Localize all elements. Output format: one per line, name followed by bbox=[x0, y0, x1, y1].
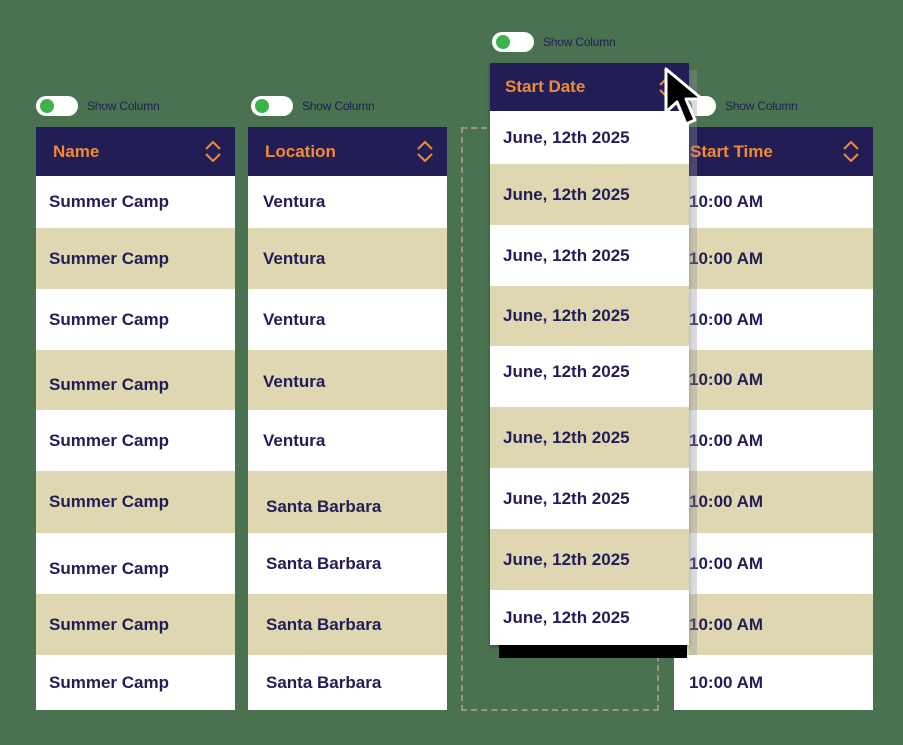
table-cell: Summer Camp bbox=[36, 655, 235, 710]
table-cell: Ventura bbox=[248, 410, 447, 471]
toggle-knob bbox=[496, 35, 510, 49]
table-cell: Summer Camp bbox=[36, 533, 235, 594]
column-title: Location bbox=[265, 141, 336, 161]
table-cell: Ventura bbox=[248, 289, 447, 350]
table-cell: Santa Barbara bbox=[248, 533, 447, 594]
toggle-show-start-date: Show Column bbox=[492, 32, 616, 52]
table-cell: June, 12th 2025 bbox=[490, 164, 689, 225]
table-cell: Summer Camp bbox=[36, 350, 235, 410]
table-cell: Santa Barbara bbox=[248, 471, 447, 533]
sort-up-down-icon[interactable] bbox=[205, 141, 221, 162]
table-cell: 10:00 AM bbox=[674, 228, 873, 289]
table-cell: 10:00 AM bbox=[674, 410, 873, 471]
table-cell: 10:00 AM bbox=[674, 289, 873, 350]
table-cell: June, 12th 2025 bbox=[490, 590, 689, 645]
table-cell: June, 12th 2025 bbox=[490, 407, 689, 468]
sort-up-down-icon[interactable] bbox=[843, 141, 859, 162]
table-cell: 10:00 AM bbox=[674, 471, 873, 533]
table-cell: Summer Camp bbox=[36, 471, 235, 533]
table-cell: Ventura bbox=[248, 350, 447, 410]
table-cell: 10:00 AM bbox=[674, 594, 873, 655]
show-column-toggle-start-date[interactable] bbox=[492, 32, 534, 52]
show-column-toggle-location[interactable] bbox=[251, 96, 293, 116]
table-cell: June, 12th 2025 bbox=[490, 468, 689, 529]
column-location: Location Ventura Ventura Ventura Ventura… bbox=[248, 127, 447, 710]
column-name: Name Summer Camp Summer Camp Summer Camp… bbox=[36, 127, 235, 710]
toggle-show-location: Show Column bbox=[251, 96, 375, 116]
table-cell: Summer Camp bbox=[36, 176, 235, 228]
drag-shadow-overlay bbox=[689, 70, 697, 655]
table-cell: 10:00 AM bbox=[674, 655, 873, 710]
drag-shadow bbox=[499, 645, 687, 658]
column-start-time: Start Time 10:00 AM 10:00 AM 10:00 AM 10… bbox=[674, 127, 873, 710]
table-cell: 10:00 AM bbox=[674, 350, 873, 410]
column-title: Start Date bbox=[505, 77, 586, 96]
column-start-date-dragging[interactable]: Start Date June, 12th 2025 June, 12th 20… bbox=[490, 63, 689, 645]
toggle-label: Show Column bbox=[543, 35, 616, 49]
table-cell: 10:00 AM bbox=[674, 176, 873, 228]
table-cell: Summer Camp bbox=[36, 594, 235, 655]
table-cell: Santa Barbara bbox=[248, 655, 447, 710]
toggle-label: Show Column bbox=[725, 99, 798, 113]
column-header-start-time[interactable]: Start Time bbox=[674, 127, 873, 176]
table-cell: Summer Camp bbox=[36, 228, 235, 289]
show-column-toggle-name[interactable] bbox=[36, 96, 78, 116]
table-cell: June, 12th 2025 bbox=[490, 529, 689, 590]
column-header-start-date[interactable]: Start Date bbox=[490, 63, 689, 111]
table-cell: 10:00 AM bbox=[674, 533, 873, 594]
toggle-label: Show Column bbox=[87, 99, 160, 113]
toggle-show-name: Show Column bbox=[36, 96, 160, 116]
column-header-name[interactable]: Name bbox=[36, 127, 235, 176]
column-title: Start Time bbox=[690, 141, 773, 161]
column-header-location[interactable]: Location bbox=[248, 127, 447, 176]
toggle-knob bbox=[255, 99, 269, 113]
sort-up-down-icon[interactable] bbox=[417, 141, 433, 162]
toggle-knob bbox=[40, 99, 54, 113]
toggle-label: Show Column bbox=[302, 99, 375, 113]
table-cell: June, 12th 2025 bbox=[490, 225, 689, 286]
table-cell: Ventura bbox=[248, 228, 447, 289]
table-cell: Summer Camp bbox=[36, 410, 235, 471]
table-cell: Ventura bbox=[248, 176, 447, 228]
table-cell: June, 12th 2025 bbox=[490, 111, 689, 164]
table-cell: June, 12th 2025 bbox=[490, 346, 689, 407]
column-title: Name bbox=[53, 141, 100, 161]
table-cell: Summer Camp bbox=[36, 289, 235, 350]
table-cell: Santa Barbara bbox=[248, 594, 447, 655]
table-cell: June, 12th 2025 bbox=[490, 286, 689, 346]
sort-up-down-icon[interactable] bbox=[659, 76, 675, 98]
